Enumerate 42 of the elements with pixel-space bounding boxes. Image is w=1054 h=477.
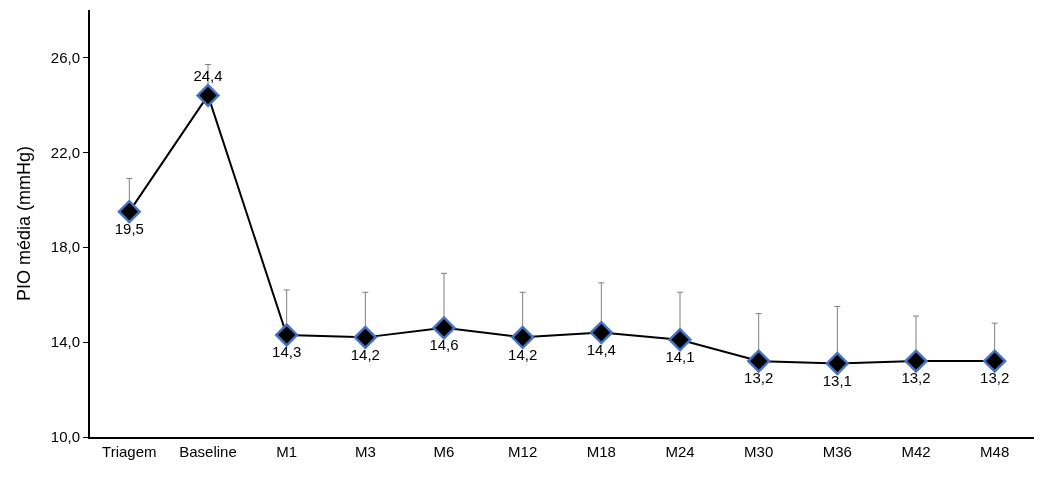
y-tick-label: 22,0 xyxy=(50,143,80,161)
y-axis-title: PIO média (mmHg) xyxy=(14,145,35,302)
x-tick-label: M18 xyxy=(586,443,616,460)
data-label: 13,2 xyxy=(901,369,931,387)
data-label: 14,2 xyxy=(350,345,380,363)
data-label: 14,1 xyxy=(665,347,695,365)
x-tick-label: Baseline xyxy=(179,443,237,460)
point xyxy=(196,83,220,108)
point xyxy=(904,349,928,373)
point xyxy=(275,323,299,347)
data-label: 14,3 xyxy=(272,343,302,361)
y-tick-label: 10,0 xyxy=(50,428,80,446)
x-tick-label: M3 xyxy=(354,443,376,460)
data-label: 24,4 xyxy=(193,66,223,84)
x-tick-label: M12 xyxy=(508,443,538,460)
point xyxy=(668,328,692,352)
point xyxy=(511,325,535,350)
x-tick-label: M1 xyxy=(276,443,298,460)
x-tick-label: M36 xyxy=(822,443,852,460)
point xyxy=(117,199,141,224)
data-label: 13,2 xyxy=(980,369,1010,387)
data-label: 13,2 xyxy=(744,369,774,387)
x-tick-label: M48 xyxy=(980,443,1010,460)
point xyxy=(983,349,1007,373)
y-tick-label: 18,0 xyxy=(50,238,80,256)
point xyxy=(589,320,613,345)
x-tick-label: M30 xyxy=(744,443,774,460)
x-tick-label: Triagem xyxy=(102,443,157,460)
y-tick-label: 14,0 xyxy=(50,333,80,351)
y-tick-label: 26,0 xyxy=(50,48,80,66)
data-label: 13,1 xyxy=(822,371,852,389)
data-label: 14,6 xyxy=(429,336,459,354)
x-tick-label: M24 xyxy=(665,443,695,460)
point xyxy=(825,351,849,376)
data-label: 14,2 xyxy=(508,345,538,363)
data-label: 19,5 xyxy=(114,219,144,237)
data-label: 14,4 xyxy=(586,340,616,358)
point xyxy=(747,349,771,373)
point xyxy=(353,325,377,350)
point xyxy=(432,316,456,340)
x-tick-label: M42 xyxy=(901,443,931,460)
x-tick-label: M6 xyxy=(433,443,455,460)
